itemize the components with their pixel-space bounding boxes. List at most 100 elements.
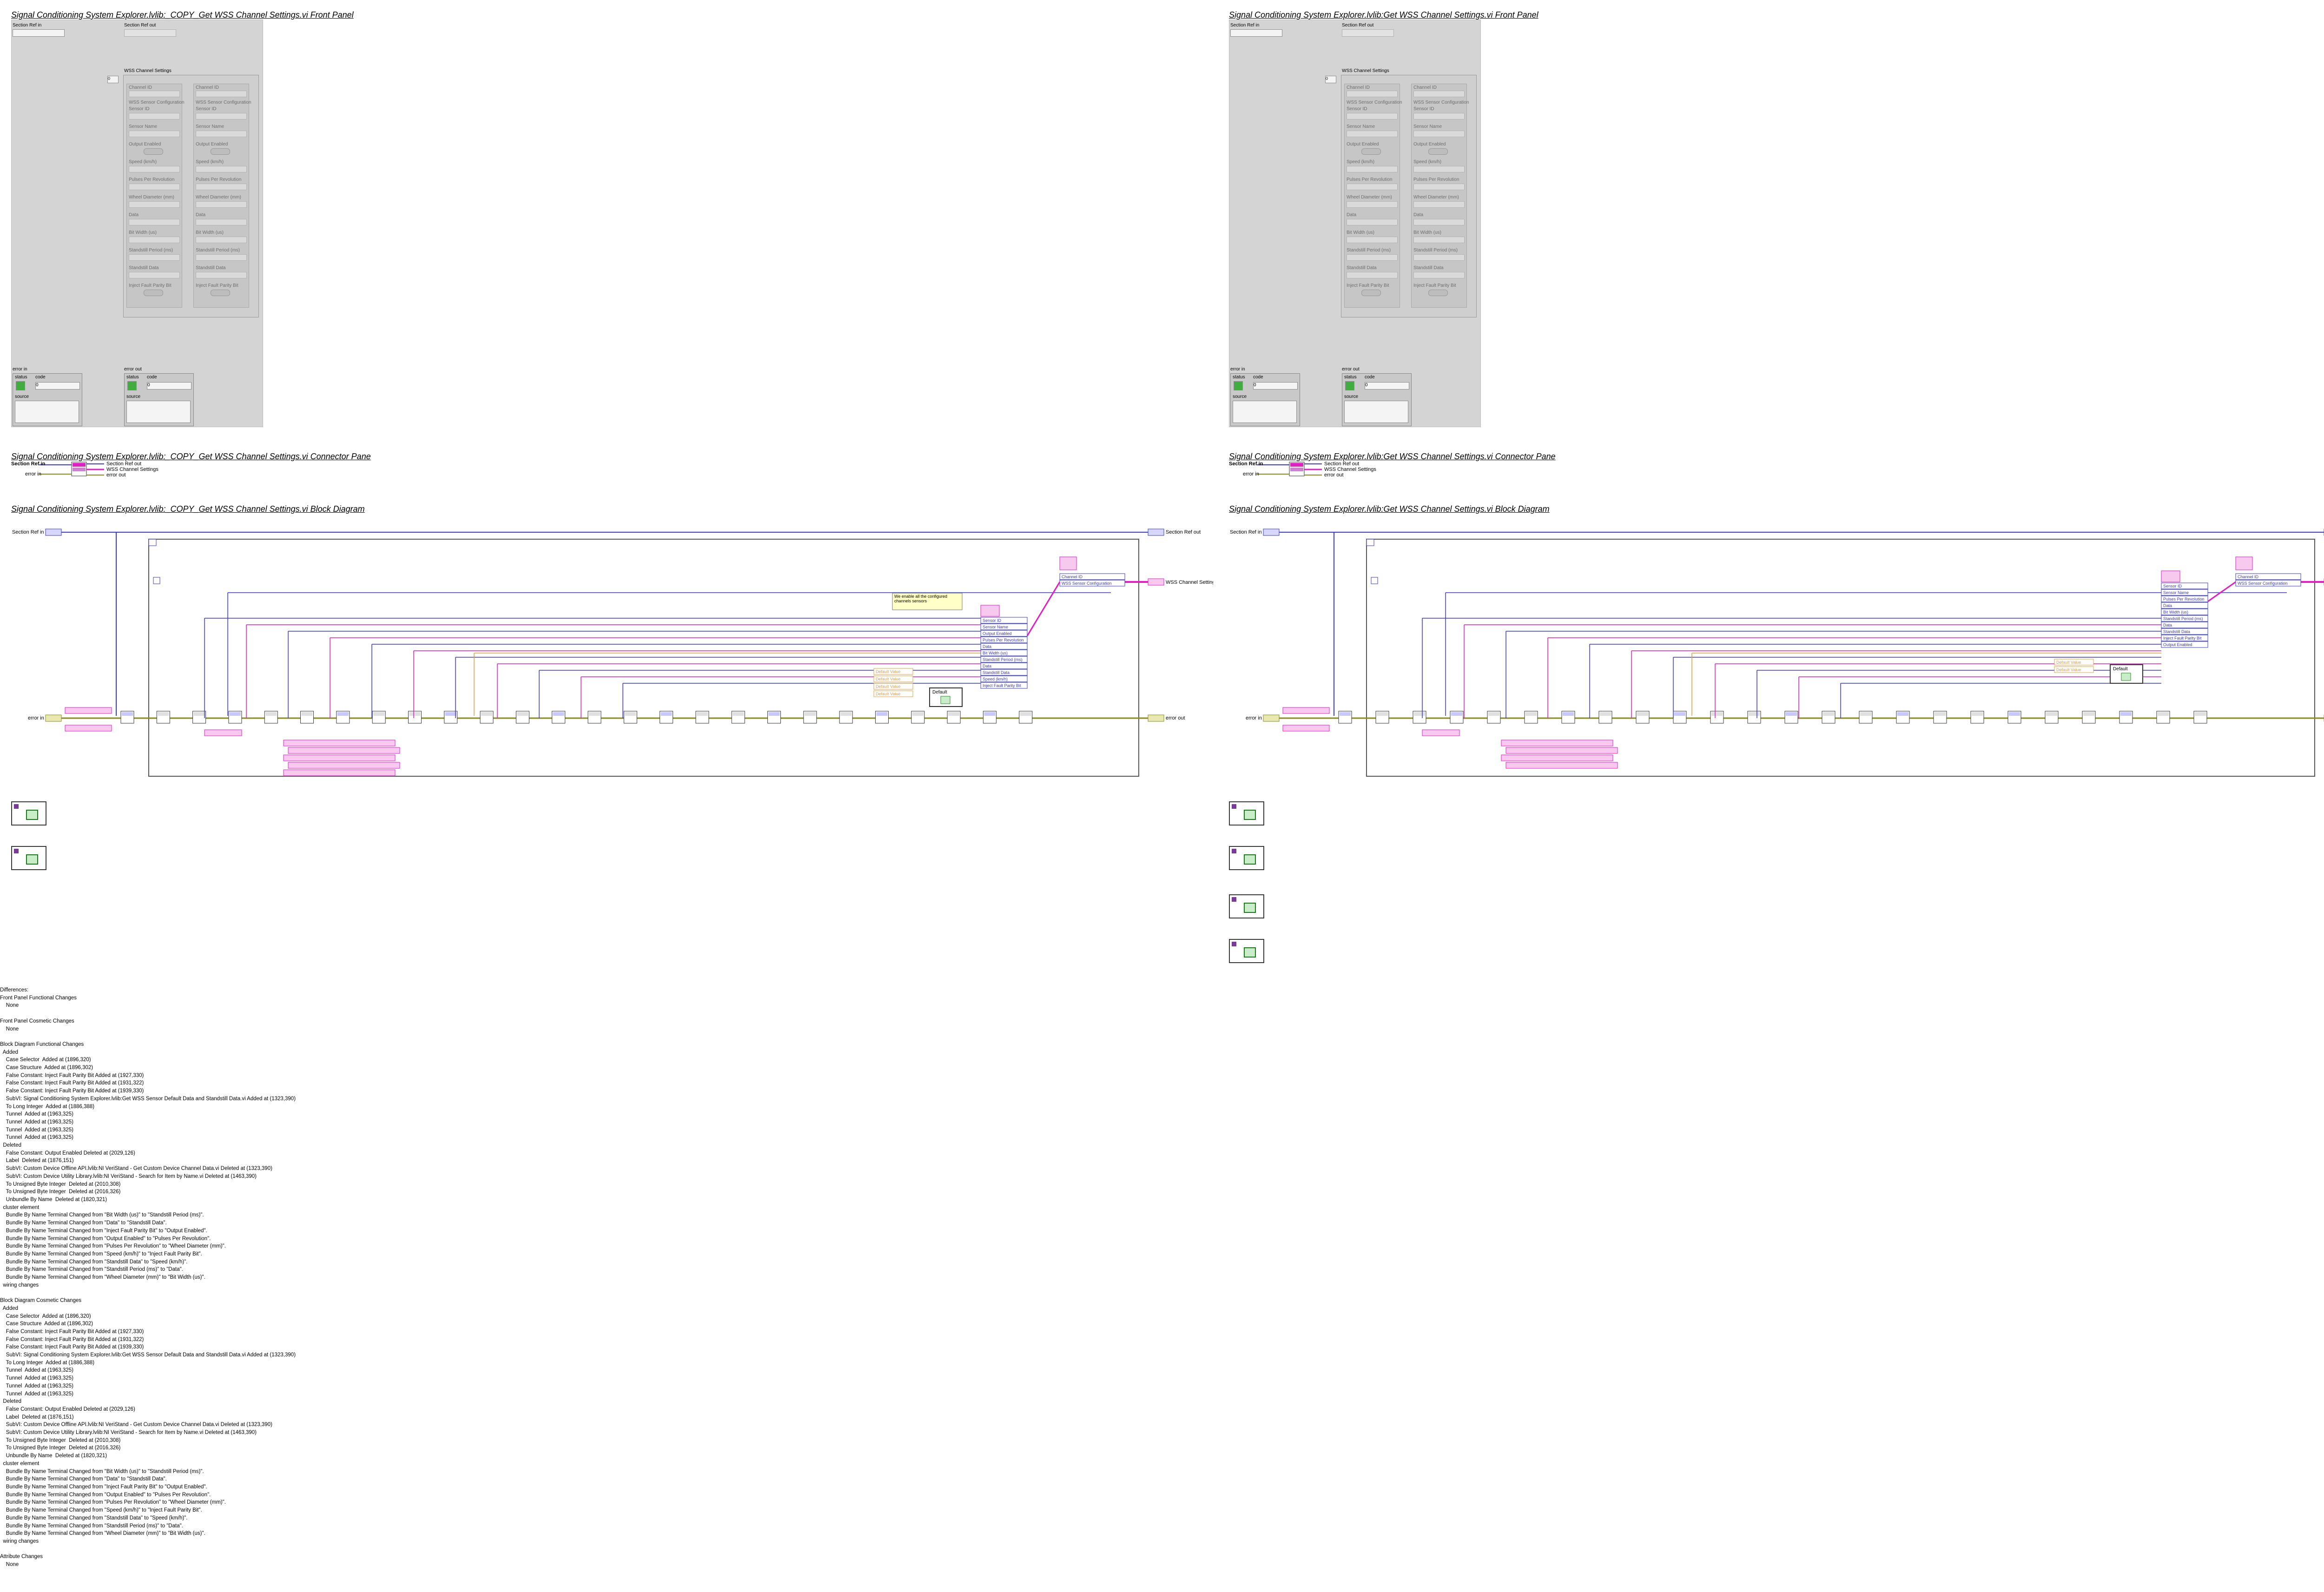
- channel-id-field[interactable]: [129, 91, 180, 97]
- field-value[interactable]: [196, 254, 247, 261]
- wss-output-terminal[interactable]: [1148, 578, 1164, 586]
- field-value[interactable]: [196, 272, 247, 278]
- field-value[interactable]: [196, 219, 247, 225]
- bundle-terminal[interactable]: [2235, 580, 2301, 587]
- bundle-terminal[interactable]: [2161, 641, 2208, 648]
- bundle-node-head[interactable]: [2235, 556, 2253, 570]
- channel-id-field[interactable]: [196, 91, 247, 97]
- field-value[interactable]: [1413, 131, 1465, 137]
- property-node[interactable]: [283, 754, 396, 761]
- bundle-terminal[interactable]: [980, 649, 1028, 656]
- property-node[interactable]: [283, 769, 396, 776]
- bundle-terminal[interactable]: [980, 669, 1028, 676]
- field-value[interactable]: [129, 131, 180, 137]
- property-node[interactable]: [1505, 762, 1618, 769]
- bundle-terminal[interactable]: [980, 682, 1028, 689]
- bundle-terminal[interactable]: [2161, 602, 2208, 609]
- field-value[interactable]: [196, 166, 247, 172]
- field-value[interactable]: [1413, 272, 1465, 278]
- field-value[interactable]: [1347, 272, 1398, 278]
- field-value[interactable]: [1413, 237, 1465, 243]
- field-value[interactable]: [1413, 184, 1465, 190]
- field-value[interactable]: [1413, 113, 1465, 119]
- field-value[interactable]: [129, 219, 180, 225]
- field-value[interactable]: [1413, 219, 1465, 225]
- field-value[interactable]: [196, 113, 247, 119]
- bundle-terminal[interactable]: [980, 636, 1028, 643]
- array-index[interactable]: 0: [1325, 76, 1336, 83]
- channel-id-field[interactable]: [1413, 91, 1465, 97]
- property-node[interactable]: [1282, 725, 1330, 732]
- bundle-terminal[interactable]: [2161, 589, 2208, 596]
- bundle-terminal[interactable]: [980, 675, 1028, 682]
- toggle-switch[interactable]: [211, 290, 230, 296]
- default-value-node[interactable]: [873, 683, 913, 690]
- bundle-terminal[interactable]: [2161, 595, 2208, 602]
- default-value-node[interactable]: [873, 668, 913, 675]
- property-node[interactable]: [65, 707, 112, 714]
- bundle-node-head[interactable]: [980, 605, 1000, 617]
- code-field[interactable]: 0: [1253, 382, 1298, 390]
- field-value[interactable]: [196, 237, 247, 243]
- property-node[interactable]: [1501, 754, 1613, 761]
- toggle-switch[interactable]: [1361, 290, 1381, 296]
- toggle-switch[interactable]: [144, 148, 163, 155]
- field-value[interactable]: [129, 166, 180, 172]
- default-value-node[interactable]: [2054, 666, 2094, 673]
- bundle-terminal[interactable]: [2161, 634, 2208, 641]
- property-node[interactable]: [1422, 729, 1460, 736]
- error-out-terminal[interactable]: [1148, 714, 1164, 722]
- toggle-switch[interactable]: [1428, 148, 1448, 155]
- default-value-node[interactable]: [873, 690, 913, 697]
- array-index[interactable]: 0: [107, 76, 119, 83]
- property-node[interactable]: [1501, 740, 1613, 746]
- section-ref-in-terminal[interactable]: [45, 528, 62, 536]
- section-ref-in-control[interactable]: [13, 29, 65, 37]
- property-node[interactable]: [1282, 707, 1330, 714]
- source-field[interactable]: [126, 401, 191, 423]
- property-node[interactable]: [204, 729, 242, 736]
- status-check-icon[interactable]: [1234, 381, 1243, 390]
- channel-id-field[interactable]: [1347, 91, 1398, 97]
- field-value[interactable]: [1347, 254, 1398, 261]
- toggle-switch[interactable]: [211, 148, 230, 155]
- bundle-terminal[interactable]: [2161, 628, 2208, 635]
- field-value[interactable]: [1347, 131, 1398, 137]
- field-value[interactable]: [1347, 184, 1398, 190]
- field-value[interactable]: [196, 184, 247, 190]
- code-field[interactable]: 0: [35, 382, 80, 390]
- field-value[interactable]: [196, 131, 247, 137]
- field-value[interactable]: [1413, 201, 1465, 208]
- error-in-terminal[interactable]: [45, 714, 62, 722]
- field-value[interactable]: [1347, 237, 1398, 243]
- property-node[interactable]: [288, 762, 400, 769]
- field-value[interactable]: [1347, 219, 1398, 225]
- bundle-terminal[interactable]: [980, 623, 1028, 630]
- bundle-terminal[interactable]: [980, 617, 1028, 624]
- field-value[interactable]: [129, 201, 180, 208]
- bundle-node-head[interactable]: [1059, 556, 1077, 570]
- source-field[interactable]: [1233, 401, 1297, 423]
- property-node[interactable]: [1505, 747, 1618, 754]
- bundle-terminal[interactable]: [980, 643, 1028, 650]
- field-value[interactable]: [1347, 113, 1398, 119]
- toggle-switch[interactable]: [1361, 148, 1381, 155]
- status-check-icon[interactable]: [1345, 381, 1354, 390]
- field-value[interactable]: [1347, 201, 1398, 208]
- field-value[interactable]: [196, 201, 247, 208]
- error-in-terminal[interactable]: [1263, 714, 1280, 722]
- field-value[interactable]: [129, 272, 180, 278]
- code-field[interactable]: 0: [147, 382, 191, 390]
- source-field[interactable]: [15, 401, 79, 423]
- field-value[interactable]: [1347, 166, 1398, 172]
- bundle-terminal[interactable]: [980, 662, 1028, 669]
- toggle-switch[interactable]: [1428, 290, 1448, 296]
- property-node[interactable]: [283, 740, 396, 746]
- structure-selector[interactable]: [1366, 539, 1374, 546]
- bundle-terminal[interactable]: [2161, 582, 2208, 589]
- section-ref-out-terminal[interactable]: [1148, 528, 1164, 536]
- field-value[interactable]: [129, 237, 180, 243]
- default-value-node[interactable]: [873, 675, 913, 682]
- bundle-terminal[interactable]: [2161, 608, 2208, 615]
- bundle-terminal[interactable]: [980, 630, 1028, 637]
